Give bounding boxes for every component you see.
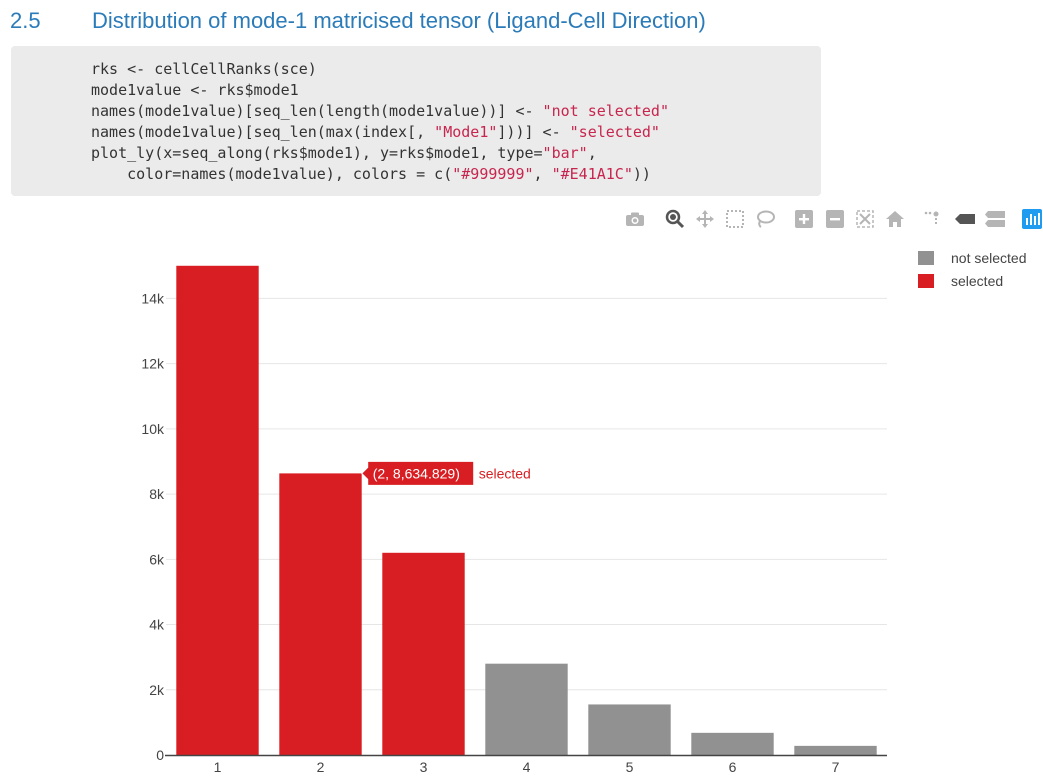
code-line: rks <- cellCellRanks(sce) bbox=[91, 59, 821, 80]
x-tick-label: 5 bbox=[626, 759, 634, 775]
code-string: "#999999" bbox=[452, 165, 534, 183]
hover-tooltip-value: (2, 8,634.829) bbox=[373, 465, 460, 481]
section-title: Distribution of mode-1 matricised tensor… bbox=[92, 8, 706, 33]
lasso-icon[interactable] bbox=[754, 208, 776, 230]
code-string: "not selected" bbox=[542, 102, 669, 120]
box-select-icon[interactable] bbox=[724, 208, 746, 230]
code-block: rks <- cellCellRanks(sce) mode1value <- r… bbox=[11, 46, 821, 196]
y-tick-label: 0 bbox=[156, 747, 164, 763]
code-line: mode1value <- rks$mode1 bbox=[91, 80, 821, 101]
zoom-in-icon[interactable] bbox=[793, 208, 815, 230]
y-tick-label: 14k bbox=[141, 290, 165, 306]
bar[interactable] bbox=[794, 745, 877, 755]
chart-legend: not selected selected bbox=[918, 246, 1027, 292]
x-tick-label: 2 bbox=[317, 759, 325, 775]
legend-item-not-selected[interactable]: not selected bbox=[918, 246, 1027, 269]
plotly-logo-icon[interactable] bbox=[1021, 208, 1043, 230]
legend-swatch-selected bbox=[918, 273, 934, 288]
code-string: "Mode1" bbox=[434, 123, 498, 141]
code-text: mode1value <- rks$mode1 bbox=[91, 81, 299, 99]
plot-modebar bbox=[0, 206, 1043, 234]
code-text: , bbox=[587, 144, 597, 162]
code-line: plot_ly(x=seq_along(rks$mode1), y=rks$mo… bbox=[91, 143, 821, 164]
code-string: "#E41A1C" bbox=[551, 165, 633, 183]
bar[interactable] bbox=[691, 732, 774, 755]
zoom-icon[interactable] bbox=[664, 208, 686, 230]
y-tick-label: 6k bbox=[149, 551, 165, 567]
x-tick-label: 1 bbox=[214, 759, 222, 775]
bar-chart[interactable]: 0 2k 4k 6k 8k 10k 12k 14k 1 2 3 4 5 6 7 (2, 8,634.829) s… bbox=[0, 236, 1043, 783]
zoom-out-icon[interactable] bbox=[824, 208, 846, 230]
code-text: rks <- cellCellRanks(sce) bbox=[91, 60, 317, 78]
code-line: names(mode1value)[seq_len(length(mode1va… bbox=[91, 101, 821, 122]
section-number: 2.5 bbox=[10, 8, 41, 33]
code-string: "bar" bbox=[542, 144, 588, 162]
x-tick-label: 4 bbox=[523, 759, 531, 775]
code-text: ]))] <- bbox=[497, 123, 570, 141]
y-tick-label: 4k bbox=[149, 617, 165, 633]
bar[interactable] bbox=[176, 265, 259, 755]
code-text: )) bbox=[632, 165, 651, 183]
code-text: plot_ly(x=seq_along(rks$mode1), y=rks$mo… bbox=[91, 144, 543, 162]
y-tick-label: 2k bbox=[149, 682, 165, 698]
bar[interactable] bbox=[588, 704, 671, 755]
y-tick-label: 10k bbox=[141, 421, 165, 437]
bar[interactable] bbox=[279, 473, 362, 755]
hover-compare-icon[interactable] bbox=[984, 208, 1006, 230]
legend-swatch-not-selected bbox=[918, 250, 934, 265]
x-tick-label: 6 bbox=[729, 759, 737, 775]
code-text: , bbox=[533, 165, 552, 183]
x-tick-label: 3 bbox=[420, 759, 428, 775]
legend-item-selected[interactable]: selected bbox=[918, 269, 1027, 292]
code-line: names(mode1value)[seq_len(max(index[, "M… bbox=[91, 122, 821, 143]
legend-label-not-selected: not selected bbox=[951, 249, 1027, 266]
autoscale-icon[interactable] bbox=[854, 208, 876, 230]
y-tick-label: 8k bbox=[149, 486, 165, 502]
code-text: color=names(mode1value), colors = c( bbox=[91, 165, 453, 183]
bar[interactable] bbox=[485, 663, 568, 755]
spike-lines-icon[interactable] bbox=[922, 208, 944, 230]
code-text: names(mode1value)[seq_len(max(index[, bbox=[91, 123, 435, 141]
pan-icon[interactable] bbox=[694, 208, 716, 230]
code-line: color=names(mode1value), colors = c("#99… bbox=[91, 164, 821, 185]
code-text: names(mode1value)[seq_len(length(mode1va… bbox=[91, 102, 543, 120]
hover-tooltip-box bbox=[360, 460, 475, 486]
hover-closest-icon[interactable] bbox=[954, 208, 976, 230]
code-string: "selected" bbox=[569, 123, 660, 141]
y-tick-label: 12k bbox=[141, 356, 165, 372]
bar[interactable] bbox=[382, 552, 465, 755]
legend-label-selected: selected bbox=[951, 272, 1004, 289]
reset-axes-icon[interactable] bbox=[884, 208, 906, 230]
hover-tooltip-series: selected bbox=[479, 465, 531, 481]
x-tick-label: 7 bbox=[832, 759, 840, 775]
camera-icon[interactable] bbox=[624, 208, 646, 230]
